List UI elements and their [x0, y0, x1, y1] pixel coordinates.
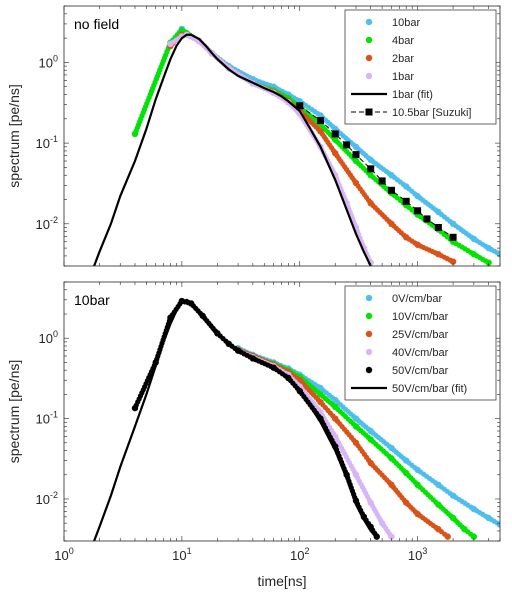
reference-marker [352, 151, 360, 159]
panel-annotation: no field [74, 16, 119, 32]
reference-marker [378, 177, 386, 185]
y-axis-label: spectrum [pe/ns] [6, 360, 22, 464]
legend-entry: 1bar [365, 71, 414, 83]
legend-label: 0V/cm/bar [392, 293, 442, 305]
series-6 [296, 102, 457, 241]
legend-label: 10.5bar [Suzuki] [392, 107, 472, 119]
legend: 10bar 4bar 2bar 1bar 1bar (fit) 10.5bar [Suzu… [344, 9, 497, 125]
legend-box [344, 285, 497, 401]
series-5 [93, 33, 372, 266]
y-axis-label: spectrum [pe/ns] [6, 84, 22, 188]
legend-label: 4bar [392, 35, 414, 47]
y-tick-label: 10-1 [36, 410, 58, 427]
data-point [470, 533, 478, 540]
legend-entry: 10V/cm/bar [365, 311, 449, 323]
data-point [178, 27, 186, 34]
data-point [449, 258, 457, 265]
data-point [485, 259, 492, 266]
legend: 0V/cm/bar 10V/cm/bar 25V/cm/bar 40V/cm/bar 5… [344, 285, 497, 401]
panel-2: 10-2 10-1 100 100 101 102 103 spectrum [pe/ns] t… [6, 281, 501, 589]
legend-entry: 50V/cm/bar (fit) [351, 383, 467, 395]
reference-marker [402, 197, 410, 205]
series-layer [93, 25, 500, 266]
legend-label: 50V/cm/bar (fit) [392, 383, 467, 395]
legend-label: 2bar [392, 53, 414, 65]
legend-marker [365, 72, 373, 80]
legend-marker [365, 312, 373, 320]
fit-line [93, 298, 378, 541]
legend-entry: 10bar [365, 17, 420, 29]
legend-marker [365, 366, 373, 374]
legend-label: 25V/cm/bar [392, 329, 449, 341]
legend-label: 1bar [392, 71, 414, 83]
y-tick-label: 100 [39, 329, 58, 346]
series-layer [93, 297, 500, 541]
reference-marker [296, 102, 304, 110]
reference-marker [331, 130, 339, 138]
reference-marker [449, 233, 457, 241]
legend-marker [365, 36, 373, 44]
x-tick-label: 101 [172, 546, 191, 563]
x-tick-label: 100 [54, 546, 73, 563]
axes-box [63, 5, 501, 267]
legend-marker [365, 108, 373, 116]
legend-marker [365, 54, 373, 62]
legend-marker [365, 348, 373, 356]
reference-marker [434, 224, 442, 231]
legend-entry: 4bar [365, 35, 414, 47]
ticks [63, 281, 501, 542]
legend-marker [365, 330, 373, 338]
legend-entry: 2bar [365, 53, 414, 65]
fit-line [93, 33, 372, 266]
y-tick-label: 10-2 [36, 490, 58, 507]
legend-entry: 50V/cm/bar [365, 365, 449, 377]
series-3 [234, 346, 451, 540]
legend-marker [365, 294, 373, 302]
reference-marker [343, 141, 351, 149]
legend-entry: 0V/cm/bar [365, 293, 442, 305]
series-6 [93, 298, 378, 541]
panel-1: 10-2 10-1 100 spectrum [pe/ns] no field 10bar… [6, 5, 501, 267]
legend-entry: 1bar (fit) [351, 89, 433, 101]
legend-entry: 40V/cm/bar [365, 347, 449, 359]
reference-marker [367, 165, 375, 173]
reference-marker [414, 207, 422, 215]
panel-annotation: 10bar [74, 292, 110, 308]
legend-box [344, 9, 497, 125]
axes-box [63, 281, 501, 542]
y-tick-label: 10-2 [36, 215, 58, 232]
legend-label: 40V/cm/bar [392, 347, 449, 359]
legend-label: 50V/cm/bar [392, 365, 449, 377]
reference-marker [423, 215, 431, 223]
legend-entry: 10.5bar [Suzuki] [351, 107, 472, 119]
x-axis-label: time[ns] [257, 573, 306, 589]
ticks [63, 5, 501, 267]
data-point [388, 533, 395, 540]
x-tick-label: 102 [290, 546, 309, 563]
reference-marker [317, 117, 324, 125]
legend-label: 1bar (fit) [392, 89, 433, 101]
y-tick-label: 10-1 [36, 134, 58, 151]
reference-marker [387, 186, 395, 194]
x-tick-label: 103 [408, 546, 427, 563]
legend-label: 10bar [392, 17, 420, 29]
data-point [444, 533, 451, 540]
legend-marker [365, 18, 373, 26]
y-tick-label: 100 [39, 53, 58, 70]
legend-entry: 25V/cm/bar [365, 329, 449, 341]
legend-label: 10V/cm/bar [392, 311, 449, 323]
